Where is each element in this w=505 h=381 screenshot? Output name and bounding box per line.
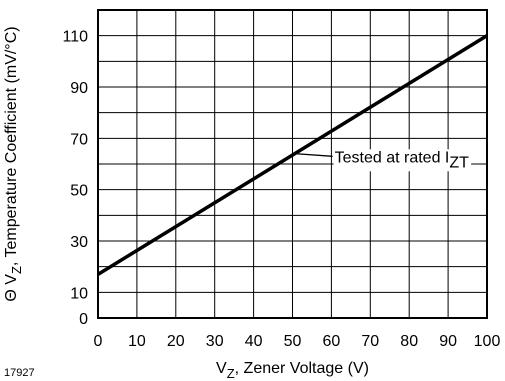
annotation-text: Tested at rated IZT — [335, 149, 470, 171]
x-axis-label-subscript: Z — [227, 366, 235, 381]
series-layer — [97, 34, 488, 276]
x-tick-label: 50 — [284, 333, 302, 350]
x-tick-label: 100 — [474, 333, 501, 350]
y-tick-label: 90 — [70, 80, 88, 97]
annotation-leader-line — [296, 153, 333, 157]
y-tick-label: 10 — [70, 285, 88, 302]
y-tick-label: 110 — [62, 29, 88, 46]
annotation-subscript: ZT — [449, 154, 469, 171]
x-tick-label: 70 — [361, 333, 379, 350]
y-axis-label: Θ VZ, Temperature Coefficient (mV/°C) — [3, 26, 24, 301]
plot-frame — [97, 9, 488, 319]
figure-id: 17927 — [4, 367, 35, 379]
x-tick-labels: 0 10 20 30 40 50 60 70 80 90 100 — [94, 333, 501, 350]
series-line — [97, 34, 488, 276]
annotation-background — [333, 149, 472, 172]
x-tick-label: 0 — [94, 333, 103, 350]
annotation: Tested at rated IZT — [296, 149, 472, 172]
y-axis-label-subscript: Z — [9, 266, 24, 274]
x-tick-label: 90 — [439, 333, 457, 350]
x-tick-label: 40 — [245, 333, 263, 350]
y-tick-label: 50 — [70, 183, 88, 200]
x-tick-label: 60 — [323, 333, 341, 350]
grid — [98, 10, 487, 318]
x-tick-label: 10 — [128, 333, 146, 350]
x-axis-label: VZ, Zener Voltage (V) — [216, 360, 369, 381]
y-tick-label: 70 — [70, 131, 88, 148]
x-tick-label: 80 — [400, 333, 418, 350]
x-tick-label: 30 — [206, 333, 224, 350]
y-tick-labels: 0 10 30 50 70 90 110 — [62, 29, 88, 328]
x-tick-label: 20 — [167, 333, 185, 350]
y-tick-label: 0 — [79, 311, 88, 328]
y-tick-label: 30 — [70, 234, 88, 251]
